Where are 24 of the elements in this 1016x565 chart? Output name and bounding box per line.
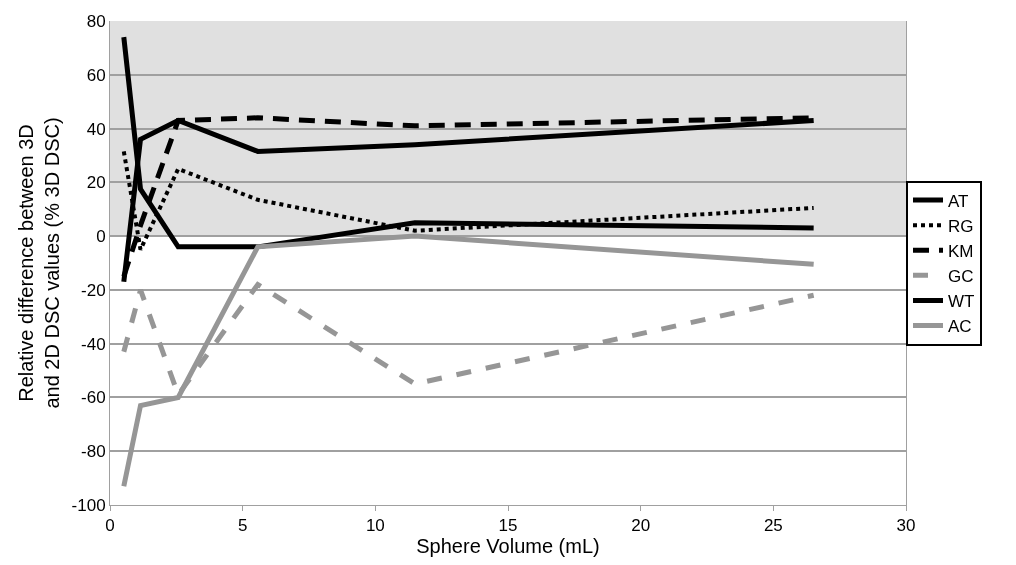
legend-label: AT [948,191,969,211]
y-tick-label: 20 [86,173,106,193]
y-tick-label: -60 [81,388,106,408]
legend-label: AC [948,317,972,337]
y-tick-label: -80 [81,442,106,462]
legend-label: KM [948,241,974,261]
y-tick-label: 40 [86,119,106,139]
y-tick-label: -20 [81,280,106,300]
x-tick-label: 30 [896,516,916,536]
legend-label: RG [948,216,974,236]
x-tick-label: 5 [237,516,248,536]
legend-label: GC [948,266,974,286]
x-axis-title: Sphere Volume (mL) [416,535,600,558]
y-tick-label: -100 [71,495,106,515]
x-tick-label: 15 [498,516,518,536]
x-tick-label: 10 [365,516,385,536]
legend-label: WT [948,292,975,312]
y-tick-label: 60 [86,65,106,85]
y-tick-label: -40 [81,334,106,354]
y-axis-title: Relative difference between 3D and 2D DSC values (% 3D DSC) [15,117,64,409]
y-tick-label: 80 [86,11,106,31]
y-tick-label: 0 [96,227,106,247]
x-tick-label: 25 [763,516,783,536]
x-tick-label: 20 [631,516,651,536]
